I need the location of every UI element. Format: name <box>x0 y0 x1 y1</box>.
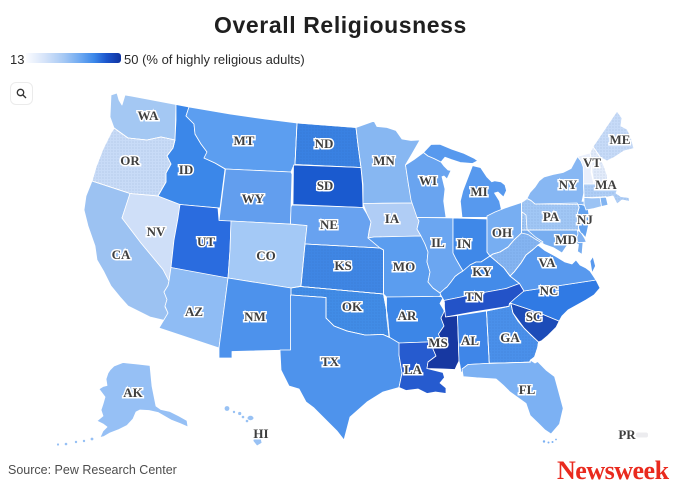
svg-text:SC: SC <box>526 309 543 324</box>
svg-text:ID: ID <box>179 162 193 177</box>
svg-text:OR: OR <box>120 153 140 168</box>
svg-text:ND: ND <box>315 136 334 151</box>
svg-text:NC: NC <box>540 283 559 298</box>
svg-text:MI: MI <box>470 184 487 199</box>
svg-text:NE: NE <box>320 217 338 232</box>
svg-text:NV: NV <box>147 224 166 239</box>
svg-text:NM: NM <box>244 309 266 324</box>
svg-text:MA: MA <box>595 177 617 192</box>
svg-text:WI: WI <box>419 173 437 188</box>
svg-text:FL: FL <box>519 382 536 397</box>
svg-text:IN: IN <box>457 236 472 251</box>
svg-text:MO: MO <box>393 259 415 274</box>
svg-text:AR: AR <box>398 308 417 323</box>
svg-text:AK: AK <box>123 385 143 400</box>
svg-text:MD: MD <box>555 232 577 247</box>
svg-text:CO: CO <box>256 248 276 263</box>
svg-text:IL: IL <box>431 235 445 250</box>
svg-text:KS: KS <box>334 258 351 273</box>
svg-text:MS: MS <box>428 335 448 350</box>
svg-text:AZ: AZ <box>185 304 203 319</box>
svg-text:WA: WA <box>138 108 160 123</box>
svg-text:MN: MN <box>373 153 395 168</box>
svg-text:SD: SD <box>317 178 334 193</box>
svg-text:GA: GA <box>500 330 520 345</box>
svg-text:IA: IA <box>385 211 400 226</box>
svg-text:TN: TN <box>465 289 484 304</box>
svg-text:OH: OH <box>492 225 512 240</box>
svg-text:AL: AL <box>461 333 479 348</box>
svg-text:UT: UT <box>197 234 215 249</box>
svg-text:VT: VT <box>583 155 601 170</box>
svg-text:WY: WY <box>242 191 265 206</box>
svg-text:MT: MT <box>234 133 255 148</box>
svg-text:OK: OK <box>342 299 363 314</box>
svg-text:KY: KY <box>472 264 492 279</box>
svg-text:ME: ME <box>610 132 631 147</box>
svg-text:VA: VA <box>538 255 556 270</box>
svg-text:NJ: NJ <box>577 212 593 227</box>
svg-text:NY: NY <box>559 177 578 192</box>
svg-text:HI: HI <box>253 426 268 441</box>
svg-text:TX: TX <box>321 354 340 369</box>
svg-text:PR: PR <box>618 427 636 442</box>
svg-text:LA: LA <box>404 362 423 377</box>
svg-text:PA: PA <box>543 209 560 224</box>
svg-text:CA: CA <box>112 247 131 262</box>
